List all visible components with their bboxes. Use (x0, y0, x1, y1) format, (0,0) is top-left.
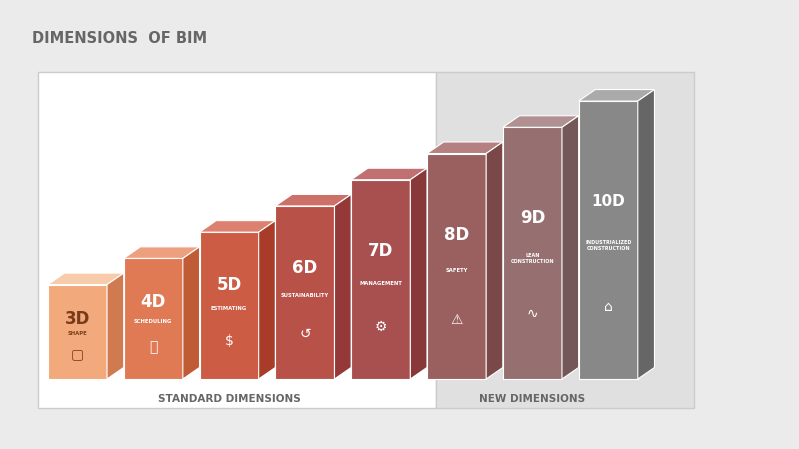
Polygon shape (200, 220, 276, 232)
Polygon shape (48, 273, 124, 285)
Text: MANAGEMENT: MANAGEMENT (360, 281, 402, 286)
Polygon shape (107, 273, 124, 379)
Text: 6D: 6D (292, 259, 317, 277)
Text: ESTIMATING: ESTIMATING (211, 306, 247, 311)
Text: ▢: ▢ (71, 348, 84, 361)
FancyBboxPatch shape (38, 72, 436, 408)
Polygon shape (335, 194, 352, 379)
Polygon shape (352, 168, 427, 180)
Text: INDUSTRIALIZED
CONSTRUCTION: INDUSTRIALIZED CONSTRUCTION (585, 240, 631, 251)
Text: ⚙: ⚙ (375, 320, 387, 334)
Text: 10D: 10D (591, 194, 625, 209)
Polygon shape (276, 206, 335, 379)
Text: NEW DIMENSIONS: NEW DIMENSIONS (479, 394, 586, 404)
Polygon shape (48, 285, 107, 379)
Polygon shape (486, 142, 503, 379)
Polygon shape (411, 168, 427, 379)
Polygon shape (200, 232, 259, 379)
Text: SAFETY: SAFETY (445, 268, 467, 273)
Polygon shape (124, 258, 183, 379)
Polygon shape (259, 220, 276, 379)
Text: 5D: 5D (217, 276, 242, 294)
Polygon shape (578, 101, 638, 379)
Polygon shape (124, 247, 200, 258)
Text: STANDARD DIMENSIONS: STANDARD DIMENSIONS (157, 394, 300, 404)
Text: SCHEDULING: SCHEDULING (134, 319, 173, 324)
Text: DIMENSIONS  OF BIM: DIMENSIONS OF BIM (32, 31, 207, 46)
Text: $: $ (225, 334, 233, 348)
Polygon shape (183, 247, 200, 379)
Text: ⌂: ⌂ (604, 300, 613, 314)
Polygon shape (427, 154, 486, 379)
Text: ↺: ↺ (299, 327, 311, 341)
Polygon shape (352, 180, 411, 379)
Polygon shape (503, 128, 562, 379)
Text: 8D: 8D (444, 226, 469, 244)
Text: 9D: 9D (519, 209, 545, 227)
Text: 3D: 3D (65, 310, 90, 328)
Text: SUSTAINABILITY: SUSTAINABILITY (280, 294, 329, 299)
Text: LEAN
CONSTRUCTION: LEAN CONSTRUCTION (511, 253, 555, 264)
Polygon shape (578, 89, 654, 101)
Polygon shape (276, 194, 352, 206)
Polygon shape (503, 116, 578, 128)
Polygon shape (562, 116, 578, 379)
Text: ⚠: ⚠ (451, 313, 463, 327)
Text: ∿: ∿ (527, 307, 539, 321)
Text: 7D: 7D (368, 242, 393, 260)
Text: SHAPE: SHAPE (68, 331, 87, 336)
Polygon shape (638, 89, 654, 379)
Polygon shape (427, 142, 503, 154)
Text: 4D: 4D (141, 293, 166, 311)
Text: ⌛: ⌛ (149, 341, 157, 355)
FancyBboxPatch shape (436, 72, 694, 408)
